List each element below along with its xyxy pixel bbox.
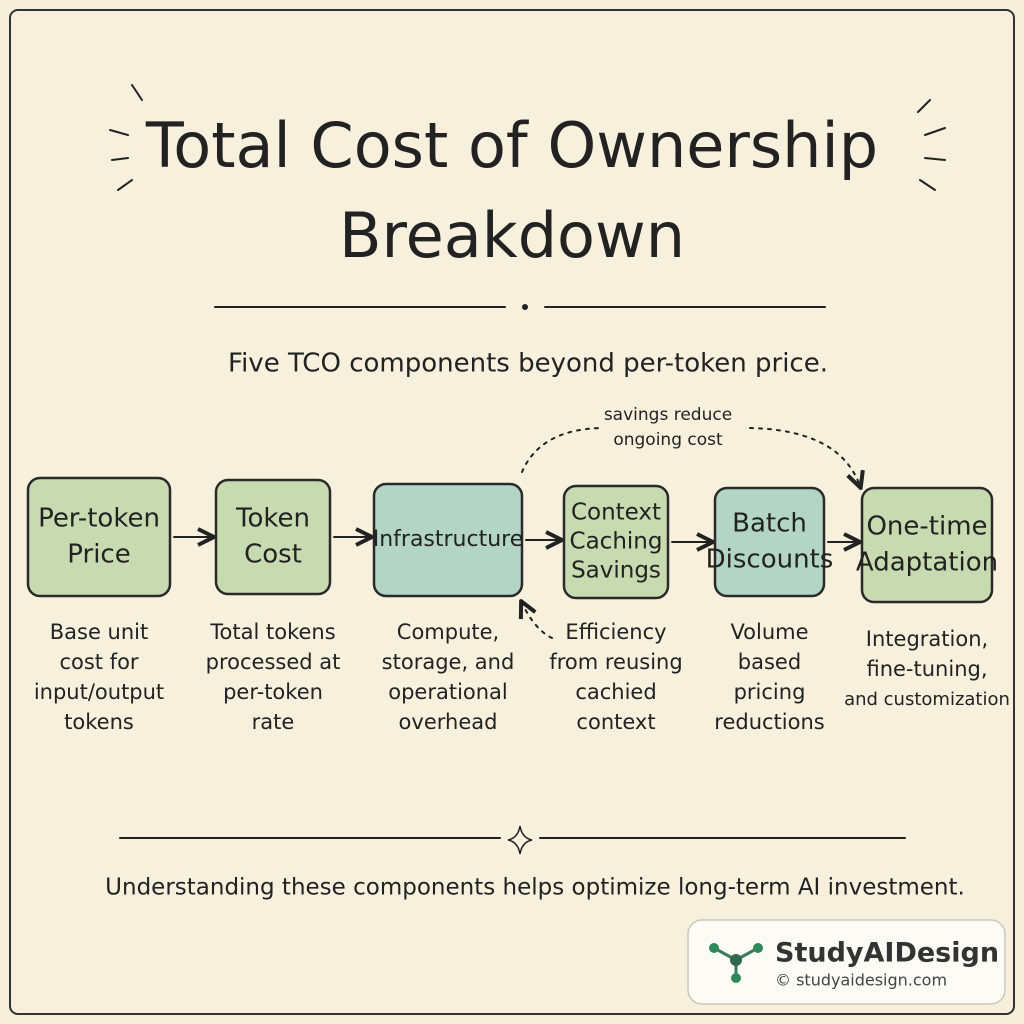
title-line: Breakdown	[339, 199, 685, 272]
node-box	[562, 484, 670, 600]
savings-arrow	[521, 427, 860, 486]
annotation-line: savings reduce	[604, 405, 732, 425]
node-description: processed at	[206, 650, 341, 674]
brand-name: StudyAIDesign	[775, 938, 999, 969]
node-label: One-time	[866, 512, 987, 542]
node-description: pricing	[734, 680, 806, 704]
feedback-arrow	[522, 603, 553, 639]
nodes: Per-token Price Base unit cost for input/out…	[26, 476, 1010, 734]
node-description: fine-tuning,	[866, 657, 987, 681]
node-description: Base unit	[50, 620, 149, 644]
node-label: Savings	[571, 558, 661, 584]
node-description: reductions	[714, 710, 824, 734]
node-box	[26, 476, 172, 598]
node-label: Token	[235, 504, 310, 534]
node-description: operational	[388, 680, 508, 704]
node-box	[713, 486, 826, 598]
node-description: Total tokens	[209, 620, 335, 644]
node-label: Batch	[732, 509, 807, 539]
node-description: cachied	[575, 680, 656, 704]
node-label: Price	[67, 540, 130, 570]
title-sparks	[109, 84, 946, 191]
node-box	[372, 482, 524, 598]
node-label: Adaptation	[856, 548, 998, 578]
node-description: tokens	[64, 710, 134, 734]
node-description: overhead	[399, 710, 498, 734]
node-description: Integration,	[866, 627, 988, 651]
node-label: Discounts	[706, 545, 834, 575]
brand-box	[687, 919, 1006, 1005]
title-line: Total Cost of Ownership	[145, 109, 878, 182]
node-description: Compute,	[397, 620, 499, 644]
node-box	[214, 478, 332, 596]
node-label: Per-token	[38, 504, 160, 534]
node-description: rate	[252, 710, 295, 734]
node-description: storage, and	[382, 650, 515, 674]
node-description: cost for	[59, 650, 138, 674]
brand-icon	[709, 943, 763, 983]
node-description: Volume	[730, 620, 808, 644]
divider-star	[507, 825, 533, 855]
node-label: Context	[571, 500, 661, 526]
divider-dot	[522, 304, 528, 310]
brand-url: © studyaidesign.com	[775, 971, 947, 990]
node-label: Cost	[244, 540, 302, 570]
node-description: from reusing	[549, 650, 682, 674]
node-description: per-token	[223, 680, 323, 704]
node-label: Caching	[570, 529, 663, 555]
node-description: and customization	[844, 689, 1010, 710]
node-box	[860, 486, 994, 604]
footer: Understanding these components helps opt…	[105, 875, 965, 901]
node-description: based	[738, 650, 801, 674]
annotation-line: ongoing cost	[613, 430, 723, 450]
node-description: context	[576, 710, 655, 734]
subtitle: Five TCO components beyond per-token pri…	[228, 349, 828, 379]
node-label: Infrastructure	[373, 527, 524, 552]
node-description: input/output	[34, 680, 164, 704]
node-description: Efficiency	[565, 620, 666, 644]
